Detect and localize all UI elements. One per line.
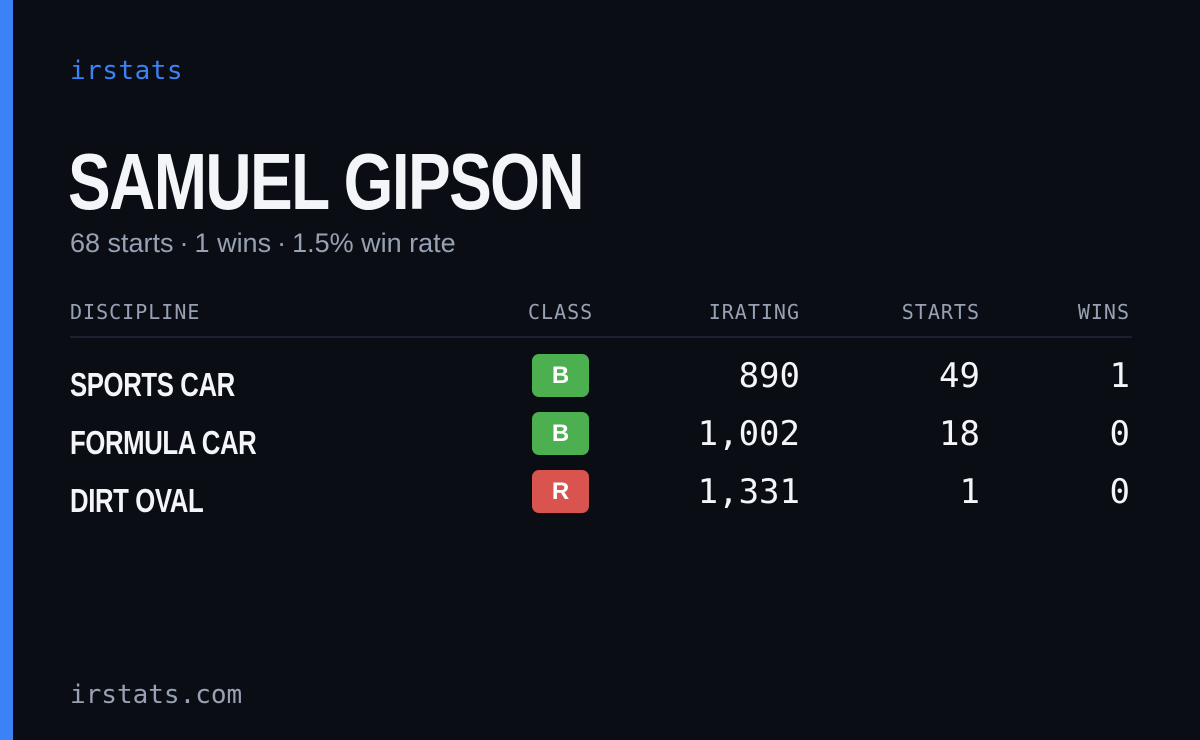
starts-summary: 68 starts [70,228,174,258]
wins-value: 1 [1109,356,1130,396]
driver-name: SAMUEL GIPSON [68,137,585,226]
table-row: SPORTS CAR B 890 49 1 [70,354,1132,412]
brand-logo-text: irstats [70,56,184,86]
footer-url: irstats.com [70,680,243,710]
header-class: CLASS [528,300,594,324]
header-wins: WINS [1077,300,1130,324]
table-row: DIRT OVAL R 1,331 1 0 [70,470,1132,528]
starts-value: 18 [939,414,980,454]
accent-bar [0,0,13,740]
irating-value: 1,002 [697,414,800,454]
wins-summary: 1 wins [194,228,272,258]
discipline-name: DIRT OVAL [70,482,204,519]
wins-value: 0 [1109,472,1130,512]
discipline-name: SPORTS CAR [70,366,235,403]
table-row: FORMULA CAR B 1,002 18 0 [70,412,1132,470]
starts-value: 1 [959,472,980,512]
discipline-name: FORMULA CAR [70,424,257,461]
wins-value: 0 [1109,414,1130,454]
driver-summary: 68 starts · 1 wins · 1.5% win rate [70,228,456,259]
header-irating: IRATING [708,300,800,324]
separator: · [277,228,287,258]
table-header: DISCIPLINE CLASS IRATING STARTS WINS [70,296,1132,338]
separator: · [179,228,189,258]
class-badge: B [532,412,589,455]
class-badge: B [532,354,589,397]
table-body: SPORTS CAR B 890 49 1 FORMULA CAR B 1,00… [70,338,1132,528]
winrate-summary: 1.5% win rate [292,228,456,258]
irating-value: 890 [738,356,800,396]
starts-value: 49 [939,356,980,396]
header-discipline: DISCIPLINE [70,300,201,324]
irating-value: 1,331 [697,472,800,512]
class-badge: R [532,470,589,513]
header-starts: STARTS [901,300,980,324]
discipline-table: DISCIPLINE CLASS IRATING STARTS WINS SPO… [70,296,1132,528]
